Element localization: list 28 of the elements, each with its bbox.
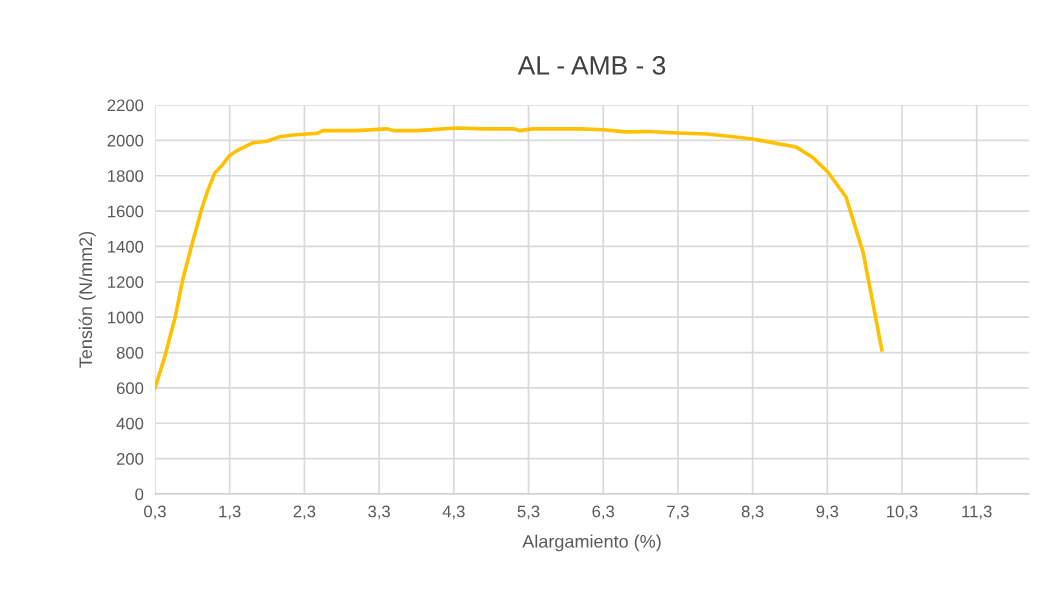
x-tick-label: 11,3	[962, 505, 992, 520]
line-series	[155, 126, 884, 390]
x-tick-label: 1,3	[219, 505, 241, 520]
x-tick-label: 9,3	[816, 505, 839, 520]
x-tick-label: 8,3	[741, 505, 764, 520]
x-tick-label: 10,3	[887, 505, 918, 520]
y-tick-label: 1200	[108, 276, 144, 289]
x-axis-title: Alargamiento (%)	[522, 534, 661, 552]
y-tick-label: 600	[116, 382, 144, 395]
y-tick-label: 0	[135, 488, 144, 501]
x-tick-label: 7,3	[667, 505, 689, 520]
x-tick-label: 2,3	[293, 505, 316, 520]
y-tick-label: 2200	[107, 99, 144, 112]
y-tick-label: 1000	[108, 311, 144, 324]
x-tick-label: 6,3	[592, 505, 615, 520]
y-tick-label: 1400	[108, 240, 144, 253]
x-tick-label: 3,3	[368, 505, 390, 520]
x-tick-label: 5,3	[517, 505, 540, 520]
y-tick-label: 1600	[108, 205, 144, 218]
x-tick-label: 0,3	[144, 505, 166, 520]
y-tick-label: 400	[116, 417, 144, 430]
y-tick-label: 800	[116, 346, 144, 359]
x-tick-label: 4,3	[442, 505, 465, 520]
y-tick-label: 200	[116, 453, 144, 465]
chart-title: AL - AMB - 3	[517, 56, 666, 75]
y-axis-title: Tensión (N/mm2)	[78, 231, 96, 368]
y-tick-label: 2000	[107, 134, 144, 147]
y-tick-label: 1800	[108, 170, 144, 182]
